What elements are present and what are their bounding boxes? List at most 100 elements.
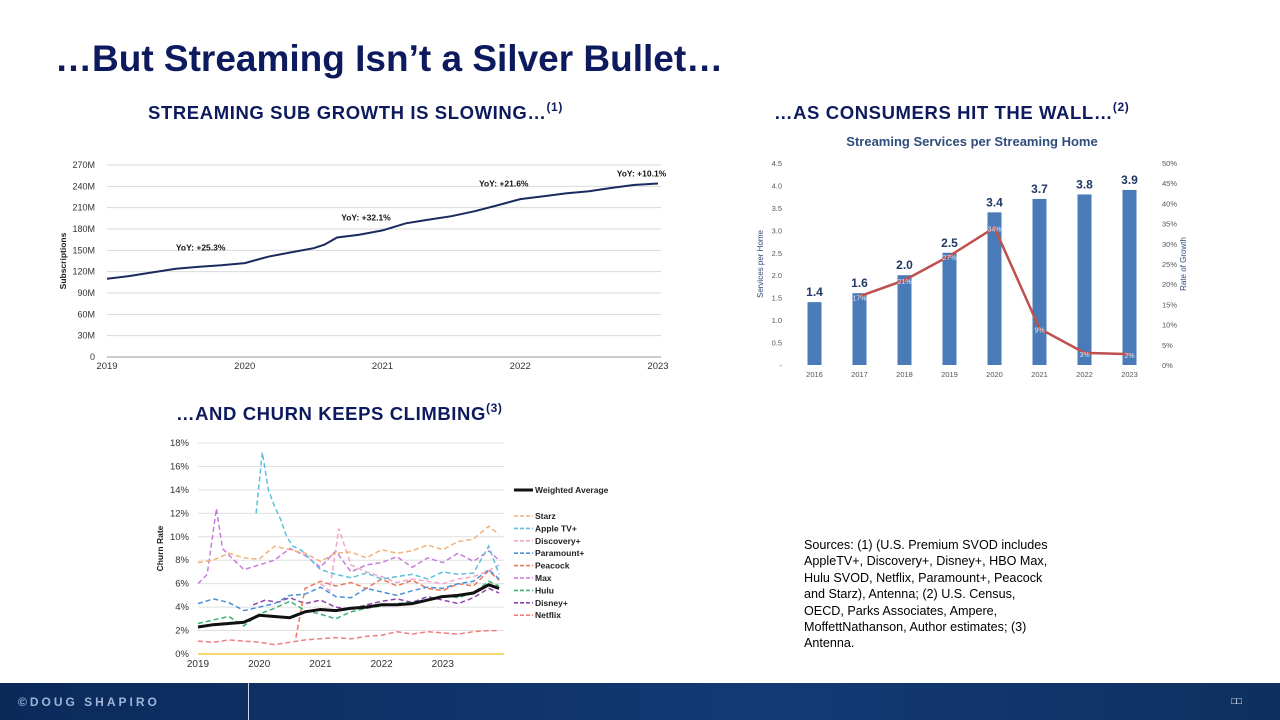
y-tick-label: 240M <box>72 181 95 191</box>
bar <box>897 275 912 365</box>
footer-brand: ©DOUG SHAPIRO <box>18 695 160 709</box>
page-number: □□ <box>1231 696 1242 706</box>
bar-value-label: 3.4 <box>986 195 1003 209</box>
x-tick-label: 2017 <box>851 370 868 379</box>
sources-note: Sources: (1) (U.S. Premium SVOD includes… <box>804 538 1048 651</box>
y-tick-label: 4% <box>175 602 189 613</box>
yoy-annotation: YoY: +10.1% <box>617 168 667 178</box>
bar <box>1032 198 1047 365</box>
y-tick-label: 10% <box>170 532 190 543</box>
legend-label: Weighted Average <box>535 485 609 495</box>
footer-divider <box>248 683 249 720</box>
y2-tick-label: 0% <box>1162 361 1173 370</box>
y-tick-label: 1.0 <box>772 316 782 325</box>
bar-value-label: 2.0 <box>896 258 913 272</box>
series-line <box>197 580 500 627</box>
yoy-annotation: YoY: +25.3% <box>176 242 226 252</box>
y-tick-label: 0% <box>175 649 189 660</box>
y-tick-label: 14% <box>170 485 190 496</box>
y2-tick-label: 10% <box>1162 321 1177 330</box>
legend-label: Hulu <box>535 585 554 595</box>
y-tick-label: 60M <box>77 309 95 319</box>
bar-value-label: 1.6 <box>851 276 868 290</box>
y-axis-title: Churn Rate <box>155 525 165 571</box>
y-tick-label: 6% <box>175 579 189 590</box>
y-tick-label: 0.5 <box>772 339 782 348</box>
y-tick-label: 16% <box>170 461 190 472</box>
series-line <box>197 508 500 585</box>
y2-tick-label: 20% <box>1162 280 1177 289</box>
x-tick-label: 2022 <box>370 659 393 668</box>
series-line <box>319 528 500 593</box>
legend-label: Peacock <box>535 561 570 571</box>
series-line <box>197 583 500 629</box>
yoy-annotation: YoY: +32.1% <box>341 212 391 222</box>
churn-chart: 0% 2% 4% 6% 8% 10% 12% 14% 16% 18% 2019 2020 2021 202… <box>155 438 609 668</box>
churn-heading-note: (3) <box>485 401 503 415</box>
series-line <box>197 568 500 612</box>
growth-value-label: 27% <box>942 255 956 262</box>
x-tick-label: 2021 <box>309 659 332 668</box>
wall-heading-text: …AS CONSUMERS HIT THE WALL… <box>774 102 1113 123</box>
growth-value-label: 34% <box>987 227 1001 234</box>
y2-tick-label: 45% <box>1162 179 1177 188</box>
y-tick-label: 18% <box>170 438 190 449</box>
x-tick-label: 2023 <box>1121 370 1138 379</box>
slide-title: …But Streaming Isn’t a Silver Bullet… <box>55 38 724 79</box>
series-line <box>295 569 500 638</box>
x-tick-label: 2020 <box>234 361 255 372</box>
series-line <box>197 525 500 564</box>
x-tick-label: 2023 <box>432 659 455 668</box>
x-tick-label: 2020 <box>248 659 271 668</box>
wall-heading: …AS CONSUMERS HIT THE WALL…(2) <box>774 100 1130 124</box>
legend-label: Apple TV+ <box>535 523 577 533</box>
x-tick-label: 2019 <box>941 370 958 379</box>
y2-tick-label: 30% <box>1162 240 1177 249</box>
legend-label: Discovery+ <box>535 536 581 546</box>
x-tick-label: 2020 <box>986 370 1003 379</box>
y-tick-label: 180M <box>72 224 95 234</box>
subs-chart: 0 30M 60M 90M 120M 150M 180M 210M 240M 270M 2019 20… <box>58 160 669 372</box>
bar <box>987 212 1002 365</box>
yoy-annotation: YoY: +21.6% <box>479 178 529 188</box>
y2-tick-label: 40% <box>1162 199 1177 208</box>
y-tick-label: 3.5 <box>772 204 782 213</box>
bar-value-label: 3.7 <box>1031 182 1048 196</box>
y2-tick-label: 15% <box>1162 300 1177 309</box>
x-tick-label: 2022 <box>510 361 531 372</box>
growth-value-label: 9% <box>1034 328 1044 335</box>
legend-label: Netflix <box>535 610 561 620</box>
y-tick-label: 4.0 <box>772 181 782 190</box>
y2-tick-label: 35% <box>1162 220 1177 229</box>
y-tick-label: 2.0 <box>772 271 782 280</box>
x-tick-label: 2016 <box>806 370 823 379</box>
bar <box>942 252 957 365</box>
y-tick-label: 3.0 <box>772 226 782 235</box>
x-tick-label: 2019 <box>96 361 117 372</box>
subs-line <box>106 182 659 280</box>
y-tick-label: 210M <box>72 203 95 213</box>
y2-tick-label: 5% <box>1162 341 1173 350</box>
subs-heading-text: STREAMING SUB GROWTH IS SLOWING… <box>148 102 547 123</box>
y-tick-label: 8% <box>175 555 189 566</box>
wall-chart-title: Streaming Services per Streaming Home <box>846 134 1097 149</box>
bar <box>1077 194 1092 365</box>
footer-bar: ©DOUG SHAPIRO □□ <box>0 683 1280 720</box>
wall-heading-note: (2) <box>1112 100 1130 114</box>
y2-tick-label: 25% <box>1162 260 1177 269</box>
legend-label: Starz <box>535 511 556 521</box>
y-tick-label: 0 <box>90 352 95 362</box>
x-tick-label: 2018 <box>896 370 913 379</box>
series-line <box>252 587 500 611</box>
bar-value-label: 1.4 <box>806 285 823 299</box>
y-tick-label: 2.5 <box>772 249 782 258</box>
legend-label: Max <box>535 573 552 583</box>
churn-heading: …AND CHURN KEEPS CLIMBING(3) <box>176 401 503 425</box>
bar <box>1122 189 1137 365</box>
y2-tick-label: 50% <box>1162 159 1177 168</box>
series-line <box>197 629 500 646</box>
growth-value-label: 17% <box>852 295 866 302</box>
bar-value-label: 2.5 <box>941 236 958 250</box>
y-tick-label: 12% <box>170 508 190 519</box>
x-tick-label: 2021 <box>372 361 393 372</box>
